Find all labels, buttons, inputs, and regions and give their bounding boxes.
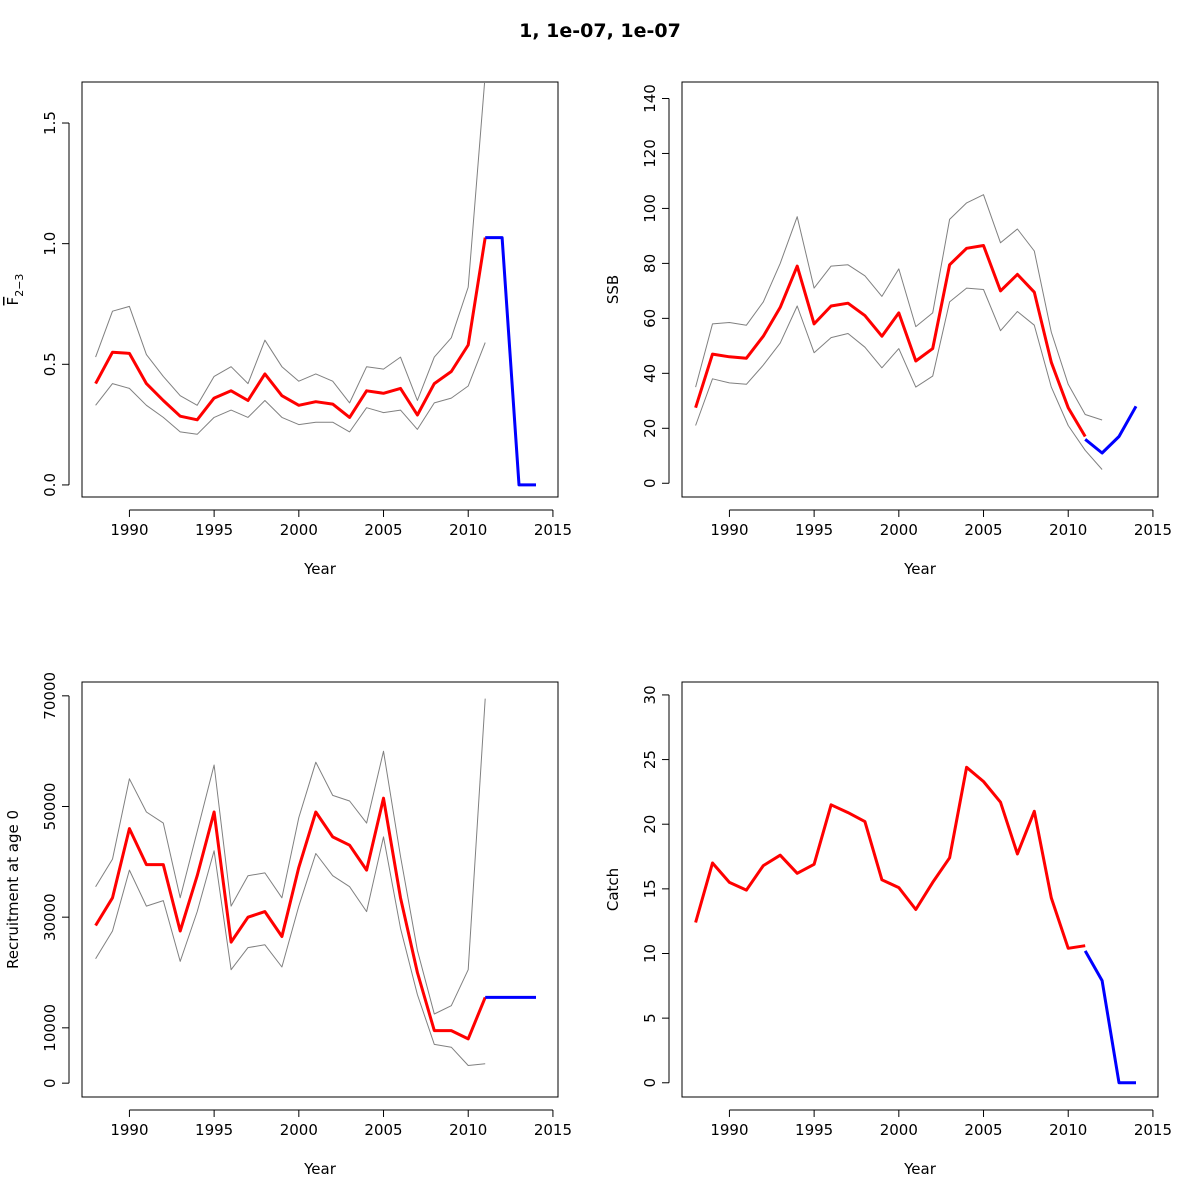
- series-line-projection: [1083, 950, 1136, 1085]
- y-tick-label: 140: [641, 84, 659, 113]
- plot-frame: [681, 681, 1159, 1098]
- y-tick-label: 0: [641, 1078, 659, 1088]
- x-tick-label: 2005: [364, 521, 402, 539]
- x-tick-label: 2010: [1049, 1121, 1087, 1139]
- x-tick-label: 1995: [195, 1121, 233, 1139]
- series-line-estimate: [94, 796, 487, 1041]
- plot-frame: [81, 81, 559, 498]
- y-axis-label: Catch: [604, 868, 622, 911]
- series-line-upper: [95, 82, 486, 406]
- x-tick-label: 2005: [964, 1121, 1002, 1139]
- y-axis-label: Recruitment at age 0: [4, 810, 22, 969]
- x-tick-label: 2015: [1134, 1121, 1172, 1139]
- y-tick-label: 30: [641, 685, 659, 704]
- plot-frame: [681, 81, 1159, 498]
- plot-frame: [81, 681, 559, 1098]
- y-tick-label: 120: [641, 139, 659, 168]
- panel-ssb: 1990 1995 2000 2005 2010 2015 Year 0 20 40 60 80 100…: [604, 81, 1172, 578]
- x-tick-label: 2000: [880, 1121, 918, 1139]
- y-tick-label: 60: [641, 309, 659, 328]
- x-tick-label: 2015: [534, 521, 572, 539]
- y-tick-label: 40: [641, 364, 659, 383]
- y-tick-label: 15: [641, 879, 659, 898]
- series-line-projection: [485, 236, 536, 487]
- x-tick-label: 2010: [449, 521, 487, 539]
- y-tick-label: 100: [641, 194, 659, 223]
- x-tick-label: 2005: [964, 521, 1002, 539]
- y-tick-label: 10: [641, 944, 659, 963]
- x-tick-label: 2005: [364, 1121, 402, 1139]
- figure-title: 1, 1e-07, 1e-07: [519, 20, 681, 42]
- x-tick-label: 2000: [880, 521, 918, 539]
- y-tick-label: 5: [641, 1013, 659, 1023]
- y-axis-label: F2−3: [4, 274, 26, 306]
- x-axis-label: Year: [903, 1160, 937, 1178]
- x-tick-label: 1990: [710, 521, 748, 539]
- panel-f-bar: 1990 1995 2000 2005 2010 2015 Year 0.0 0.5 1.0 1.5…: [4, 81, 572, 578]
- series-line-upper: [695, 194, 1103, 421]
- x-tick-label: 1995: [795, 1121, 833, 1139]
- y-tick-label: 20: [641, 815, 659, 834]
- x-tick-label: 2010: [1049, 521, 1087, 539]
- x-tick-label: 1990: [110, 1121, 148, 1139]
- x-tick-label: 1990: [710, 1121, 748, 1139]
- y-axis-label: SSB: [604, 275, 622, 304]
- y-tick-label: 70000: [41, 672, 59, 720]
- y-tick-label: 0.0: [41, 473, 59, 497]
- y-tick-label: 50000: [41, 783, 59, 831]
- series-line-estimate: [94, 237, 487, 422]
- series-line-estimate: [694, 244, 1087, 438]
- series-line-estimate: [694, 765, 1086, 950]
- panel-catch: 1990 1995 2000 2005 2010 2015 Year 0 5 10 15 20 25 30…: [604, 681, 1172, 1178]
- y-tick-label: 0: [641, 478, 659, 488]
- x-tick-label: 2000: [280, 1121, 318, 1139]
- series-line-projection: [1084, 405, 1138, 455]
- x-axis-label: Year: [303, 560, 337, 578]
- panel-recruitment: 1990 1995 2000 2005 2010 2015 Year 0 10000 30000 5…: [4, 672, 572, 1178]
- series-line-lower: [95, 342, 486, 435]
- y-tick-label: 1.0: [41, 232, 59, 256]
- x-tick-label: 2010: [449, 1121, 487, 1139]
- x-tick-label: 2015: [534, 1121, 572, 1139]
- x-tick-label: 2000: [280, 521, 318, 539]
- x-tick-label: 1995: [195, 521, 233, 539]
- y-tick-label: 80: [641, 254, 659, 273]
- x-tick-label: 1995: [795, 521, 833, 539]
- x-tick-label: 1990: [110, 521, 148, 539]
- series-line-lower: [95, 836, 486, 1066]
- x-tick-label: 2015: [1134, 521, 1172, 539]
- series-line-lower: [695, 287, 1103, 470]
- y-tick-label: 20: [641, 419, 659, 438]
- y-tick-label: 10000: [41, 1004, 59, 1052]
- x-axis-label: Year: [903, 560, 937, 578]
- y-tick-label: 25: [641, 750, 659, 769]
- y-tick-label: 1.5: [41, 111, 59, 135]
- y-tick-label: 30000: [41, 893, 59, 941]
- x-axis-label: Year: [303, 1160, 337, 1178]
- series-line-upper: [95, 698, 486, 1015]
- y-tick-label: 0.5: [41, 352, 59, 376]
- y-tick-label: 0: [41, 1078, 59, 1088]
